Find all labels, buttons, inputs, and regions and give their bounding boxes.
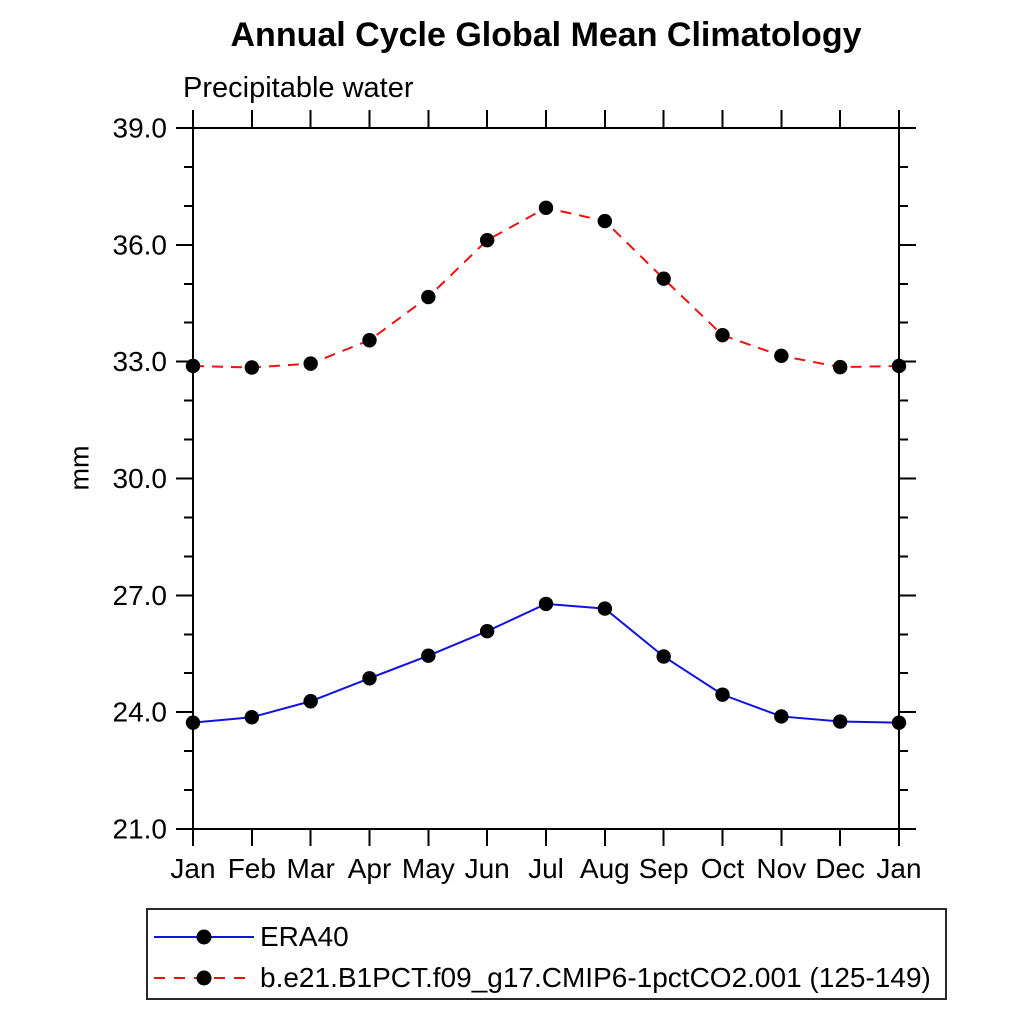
x-tick-label: Jan — [170, 853, 215, 884]
legend-row-model: b.e21.B1PCT.f09_g17.CMIP6-1pctCO2.001 (1… — [152, 957, 945, 998]
data-point-marker — [715, 327, 730, 343]
data-point-marker — [774, 348, 789, 364]
data-point-marker — [303, 356, 318, 371]
y-tick-label: 30.0 — [113, 463, 168, 494]
x-tick-label: Jun — [465, 853, 510, 884]
data-point-marker — [362, 333, 377, 348]
data-point-marker — [479, 623, 495, 639]
data-point-marker — [891, 715, 907, 730]
data-point-marker — [244, 360, 260, 375]
series-line — [192, 206, 900, 369]
data-point-marker — [715, 687, 730, 702]
model-sample-marker — [196, 970, 212, 985]
x-tick-label: May — [402, 853, 455, 884]
data-point-marker — [244, 710, 260, 725]
x-tick-label: Jul — [528, 853, 564, 884]
data-point-marker — [421, 648, 436, 663]
x-tick-label: Jan — [876, 853, 921, 884]
x-tick-label: Nov — [756, 853, 806, 884]
data-point-marker — [479, 232, 495, 248]
y-tick-label: 21.0 — [113, 814, 168, 845]
data-point-marker — [832, 714, 848, 729]
chart-title: Annual Cycle Global Mean Climatology — [230, 16, 862, 54]
data-point-marker — [891, 358, 907, 374]
data-point-marker — [597, 601, 613, 616]
legend-label-era40: ERA40 — [260, 920, 349, 952]
data-point-marker — [597, 213, 613, 229]
legend-box: ERA40 b.e21.B1PCT.f09_g17.CMIP6-1pctCO2.… — [146, 908, 947, 1000]
era40-line-sample — [154, 929, 254, 944]
x-tick-label: Aug — [580, 853, 630, 884]
x-tick-label: Sep — [639, 853, 689, 884]
x-tick-label: Dec — [815, 853, 865, 884]
data-point-marker — [832, 359, 848, 375]
chart-subtitle: Precipitable water — [183, 72, 414, 104]
data-point-marker — [656, 271, 671, 286]
x-tick-label: Apr — [348, 853, 392, 884]
y-tick-label: 27.0 — [113, 580, 168, 611]
y-tick-label: 24.0 — [113, 697, 168, 728]
data-point-marker — [362, 671, 377, 686]
x-tick-label: Oct — [701, 853, 745, 884]
legend-row-era40: ERA40 — [152, 916, 945, 957]
y-tick-label: 39.0 — [113, 113, 168, 144]
plot-frame — [192, 127, 900, 830]
data-point-marker — [538, 596, 554, 612]
data-point-marker — [303, 694, 318, 709]
data-point-marker — [421, 289, 436, 305]
y-tick-label: 33.0 — [113, 346, 168, 377]
legend-label-model: b.e21.B1PCT.f09_g17.CMIP6-1pctCO2.001 (1… — [260, 961, 931, 993]
model-line-sample — [154, 970, 254, 985]
y-tick-label: 36.0 — [113, 229, 168, 260]
data-point-marker — [656, 649, 671, 664]
era40-sample-marker — [196, 929, 212, 944]
data-point-marker — [185, 358, 201, 374]
series-line — [192, 602, 900, 724]
data-point-marker — [185, 715, 201, 730]
data-point-marker — [538, 200, 554, 216]
x-tick-label: Feb — [228, 853, 276, 884]
data-point-marker — [774, 709, 789, 724]
x-tick-label: Mar — [287, 853, 335, 884]
